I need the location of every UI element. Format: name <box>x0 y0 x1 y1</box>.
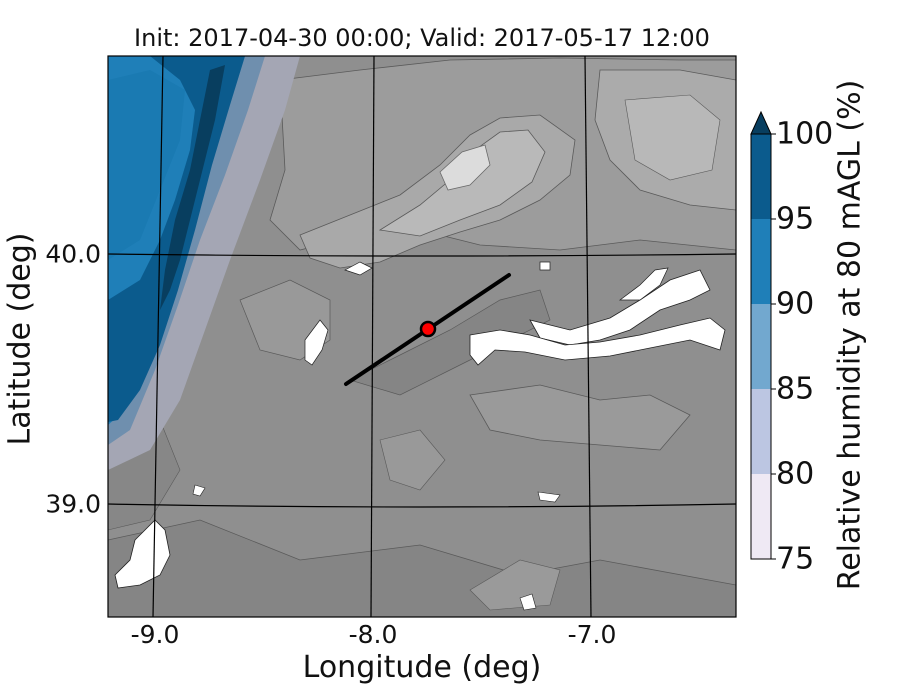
estuary-southwest <box>114 519 171 589</box>
graticule-lat-39 <box>108 503 736 508</box>
colorbar-level-80-85 <box>751 389 771 474</box>
x-tick-label: -7.0 <box>567 620 617 649</box>
plot-title: Init: 2017-04-30 00:00; Valid: 2017-05-1… <box>134 24 710 52</box>
y-tick-label: 39.0 <box>45 489 101 519</box>
colorbar-tick-label: 85 <box>776 371 815 407</box>
colorbar-level-75-80 <box>751 474 771 559</box>
graticule-lon-m9 <box>152 56 164 617</box>
map-field <box>108 56 736 617</box>
lowland-band <box>108 519 736 617</box>
colorbar-tick-label: 95 <box>776 201 815 237</box>
river-northeast <box>618 267 669 301</box>
plateau-south <box>469 384 691 451</box>
rh-band-100 <box>160 65 225 310</box>
colorbar-tick-label: 80 <box>776 456 815 492</box>
colorbar-level-95-100 <box>751 134 771 219</box>
reservoir-south <box>537 491 561 503</box>
colorbar-tick-label: 75 <box>776 541 815 577</box>
reservoir-north <box>344 261 373 276</box>
graticule-lon-m7 <box>584 56 592 617</box>
x-tick-label: -9.0 <box>130 620 180 649</box>
hill-southeast <box>469 559 561 611</box>
reservoir-small <box>539 261 551 271</box>
reservoir-sw <box>192 484 206 497</box>
upland-east-2 <box>624 94 721 181</box>
colorbar <box>750 110 776 560</box>
location-marker <box>419 320 437 338</box>
colorbar-label: Relative humidity at 80 mAGL (%) <box>832 79 868 591</box>
upland-peak <box>439 144 491 191</box>
river-tagus <box>469 317 726 366</box>
colorbar-frame <box>750 133 772 560</box>
rh-patch-light <box>108 70 185 260</box>
plot-frame <box>107 55 737 618</box>
y-tick-label: 40.0 <box>45 239 101 269</box>
valley-dark <box>349 289 551 396</box>
reservoir-se <box>519 593 537 611</box>
colorbar-level-90-95 <box>751 219 771 304</box>
colorbar-tick-label: 90 <box>776 286 815 322</box>
river-west <box>304 319 329 366</box>
colorbar-tick-label: 100 <box>776 116 834 152</box>
x-axis-label: Longitude (deg) <box>302 650 542 685</box>
graticule-lon-m8 <box>370 56 375 617</box>
hill-south <box>379 429 446 491</box>
x-tick-label: -8.0 <box>348 620 398 649</box>
graticule-lat-40 <box>108 253 736 257</box>
colorbar-extend-arrow <box>750 110 772 135</box>
colorbar-level-85-90 <box>751 304 771 389</box>
